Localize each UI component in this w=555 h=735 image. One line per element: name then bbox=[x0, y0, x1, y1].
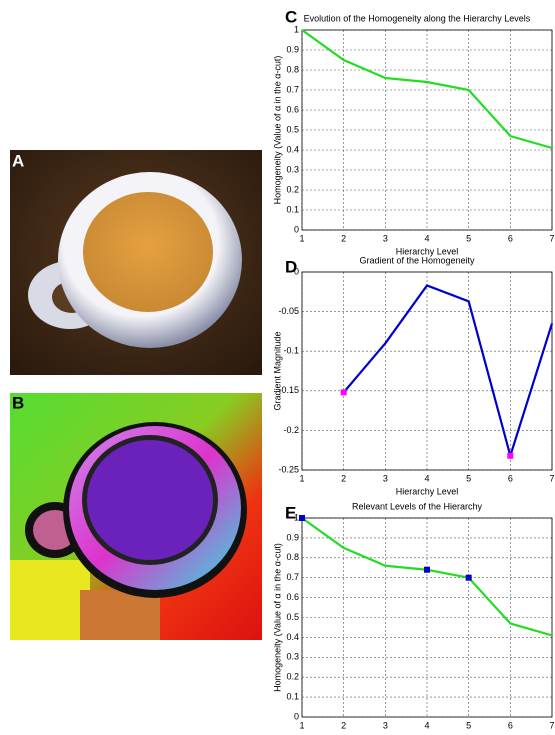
x-tick-label: 1 bbox=[299, 233, 304, 243]
panel-letter: B bbox=[12, 393, 24, 412]
x-tick-label: 4 bbox=[424, 233, 429, 243]
chart-title: Relevant Levels of the Hierarchy bbox=[352, 501, 483, 511]
x-tick-label: 2 bbox=[341, 720, 346, 730]
y-axis-label: Homogeneity (Value of α in the α-cut) bbox=[272, 56, 282, 205]
marker bbox=[507, 453, 513, 459]
y-tick-label: 0.9 bbox=[286, 532, 299, 542]
photo-a bbox=[10, 150, 262, 375]
y-axis-label: Gradient Magnitude bbox=[272, 331, 282, 410]
marker bbox=[299, 515, 305, 521]
y-tick-label: 0.4 bbox=[286, 144, 299, 154]
y-tick-label: 0.3 bbox=[286, 164, 299, 174]
y-tick-label: 1 bbox=[294, 24, 299, 34]
y-axis-label: Homogeneity (Value of α in the α-cut) bbox=[272, 543, 282, 692]
x-tick-label: 6 bbox=[508, 473, 513, 483]
x-axis-label: Hierarchy Level bbox=[396, 486, 459, 496]
y-tick-label: 0.5 bbox=[286, 124, 299, 134]
y-tick-label: 0.9 bbox=[286, 44, 299, 54]
y-tick-label: 0.4 bbox=[286, 632, 299, 642]
y-tick-label: 1 bbox=[294, 512, 299, 522]
y-tick-label: -0.15 bbox=[278, 385, 299, 395]
x-tick-label: 7 bbox=[549, 233, 554, 243]
figure: A B C D E Evolution of the Homogeneity a… bbox=[0, 0, 555, 735]
y-tick-label: 0.3 bbox=[286, 652, 299, 662]
x-tick-label: 2 bbox=[341, 473, 346, 483]
x-tick-label: 1 bbox=[299, 720, 304, 730]
x-tick-label: 5 bbox=[466, 720, 471, 730]
x-tick-label: 5 bbox=[466, 233, 471, 243]
x-tick-label: 7 bbox=[549, 473, 554, 483]
x-tick-label: 6 bbox=[508, 720, 513, 730]
y-tick-label: 0.8 bbox=[286, 552, 299, 562]
marker bbox=[424, 567, 430, 573]
y-tick-label: 0.6 bbox=[286, 592, 299, 602]
x-tick-label: 3 bbox=[383, 233, 388, 243]
x-tick-label: 7 bbox=[549, 720, 554, 730]
segmentation-b bbox=[10, 393, 262, 640]
y-tick-label: 0.2 bbox=[286, 184, 299, 194]
y-tick-label: 0.6 bbox=[286, 104, 299, 114]
y-tick-label: 0.1 bbox=[286, 204, 299, 214]
chart-title: Evolution of the Homogeneity along the H… bbox=[304, 13, 531, 23]
marker bbox=[466, 575, 472, 581]
y-tick-label: 0.7 bbox=[286, 572, 299, 582]
y-tick-label: 0.7 bbox=[286, 84, 299, 94]
y-tick-label: -0.1 bbox=[283, 346, 299, 356]
x-tick-label: 4 bbox=[424, 720, 429, 730]
x-tick-label: 2 bbox=[341, 233, 346, 243]
y-tick-label: -0.25 bbox=[278, 464, 299, 474]
x-tick-label: 4 bbox=[424, 473, 429, 483]
y-tick-label: 0.8 bbox=[286, 64, 299, 74]
marker bbox=[341, 389, 347, 395]
x-tick-label: 6 bbox=[508, 233, 513, 243]
y-tick-label: 0 bbox=[294, 224, 299, 234]
x-tick-label: 5 bbox=[466, 473, 471, 483]
y-tick-label: 0 bbox=[294, 266, 299, 276]
y-tick-label: -0.05 bbox=[278, 306, 299, 316]
y-tick-label: 0.2 bbox=[286, 672, 299, 682]
chart-title: Gradient of the Homogeneity bbox=[359, 255, 475, 265]
y-tick-label: 0.5 bbox=[286, 612, 299, 622]
panel-letter: A bbox=[12, 151, 24, 170]
y-tick-label: 0.1 bbox=[286, 691, 299, 701]
x-tick-label: 3 bbox=[383, 720, 388, 730]
x-tick-label: 1 bbox=[299, 473, 304, 483]
x-tick-label: 3 bbox=[383, 473, 388, 483]
y-tick-label: -0.2 bbox=[283, 425, 299, 435]
y-tick-label: 0 bbox=[294, 711, 299, 721]
